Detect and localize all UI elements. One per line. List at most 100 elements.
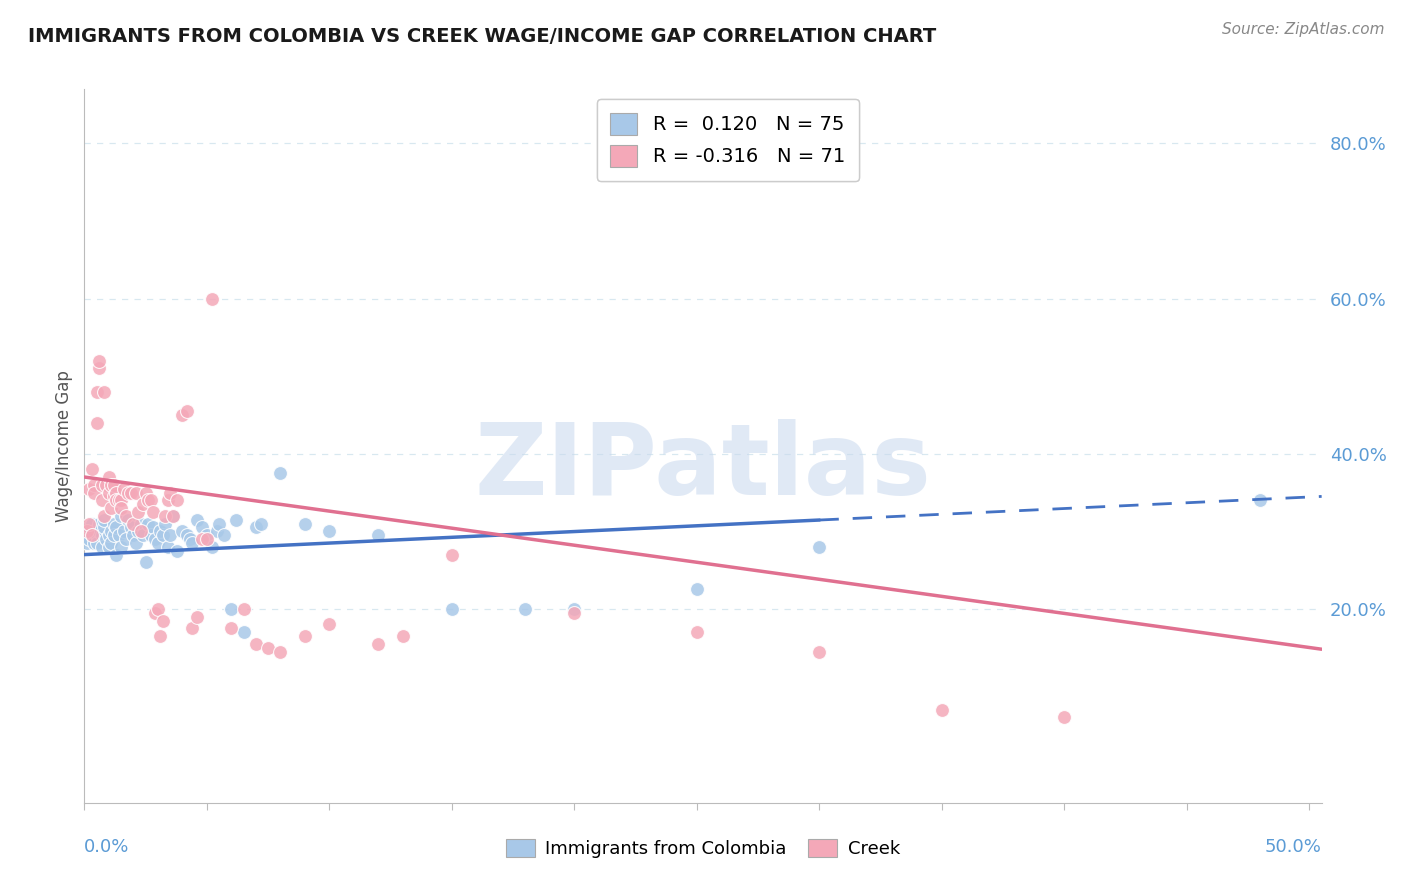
Point (90, 528, 112, 542)
Point (191, 520, 214, 534)
Point (77, 482, 100, 496)
Point (93, 508, 115, 523)
Point (87, 361, 110, 376)
Point (112, 482, 135, 496)
Point (96, 477, 118, 491)
Text: IMMIGRANTS FROM COLOMBIA VS CREEK WAGE/INCOME GAP CORRELATION CHART: IMMIGRANTS FROM COLOMBIA VS CREEK WAGE/I… (28, 27, 936, 45)
Point (195, 532, 218, 546)
Point (156, 540, 179, 554)
Point (269, 644, 291, 658)
Point (195, 528, 218, 542)
Point (145, 532, 167, 546)
Point (808, 540, 831, 554)
Point (392, 629, 415, 643)
Point (83, 536, 105, 550)
Point (97, 528, 120, 542)
Point (76, 536, 98, 550)
Point (117, 485, 139, 500)
Point (166, 493, 188, 508)
Point (83, 524, 105, 539)
Point (257, 640, 280, 655)
Point (139, 528, 162, 542)
Point (440, 602, 463, 616)
Point (100, 536, 122, 550)
Point (152, 614, 174, 628)
Point (176, 528, 198, 542)
Point (120, 520, 142, 534)
Point (162, 508, 184, 523)
Point (120, 485, 142, 500)
Text: Source: ZipAtlas.com: Source: ZipAtlas.com (1222, 22, 1385, 37)
Point (208, 516, 231, 531)
Point (86, 536, 108, 550)
Text: 0.0%: 0.0% (84, 838, 129, 856)
Point (135, 485, 157, 500)
Point (232, 625, 254, 640)
Point (105, 548, 128, 562)
Point (97, 540, 120, 554)
Point (86, 416, 108, 430)
Point (110, 501, 132, 516)
Point (129, 524, 152, 539)
Point (142, 505, 165, 519)
Point (100, 477, 122, 491)
Point (93, 384, 115, 399)
Point (181, 621, 204, 635)
Point (93, 513, 115, 527)
Point (176, 404, 198, 418)
Point (159, 485, 181, 500)
Point (225, 513, 247, 527)
Point (249, 516, 271, 531)
Point (107, 528, 129, 542)
Point (110, 540, 132, 554)
Point (205, 524, 228, 539)
Point (181, 536, 204, 550)
Point (77, 520, 100, 534)
Point (191, 532, 214, 546)
Point (117, 513, 139, 527)
Point (201, 540, 224, 554)
Point (440, 548, 463, 562)
Point (115, 508, 138, 523)
Point (162, 508, 184, 523)
Point (90, 493, 112, 508)
Point (105, 493, 128, 508)
Point (931, 703, 953, 717)
Text: ZIPatlas: ZIPatlas (475, 419, 931, 516)
Point (103, 516, 125, 531)
Point (166, 543, 188, 558)
Point (136, 516, 159, 531)
Point (125, 485, 148, 500)
Point (564, 606, 586, 620)
Point (96, 532, 118, 546)
Point (105, 485, 128, 500)
Point (127, 505, 149, 519)
Point (97, 485, 120, 500)
Point (1249, 493, 1271, 508)
Point (515, 602, 537, 616)
Point (112, 524, 135, 539)
Point (145, 606, 167, 620)
Point (269, 466, 291, 480)
Point (87, 353, 110, 368)
Point (97, 470, 120, 484)
Point (212, 528, 235, 542)
Point (100, 501, 122, 516)
Point (110, 493, 132, 508)
Text: 50.0%: 50.0% (1265, 838, 1322, 856)
Point (83, 485, 105, 500)
Point (245, 637, 267, 651)
Point (115, 532, 138, 546)
Y-axis label: Wage/Income Gap: Wage/Income Gap (55, 370, 73, 522)
Point (142, 520, 165, 534)
Point (221, 621, 243, 635)
Point (1053, 710, 1076, 724)
Point (80, 462, 103, 476)
Point (318, 524, 340, 539)
Point (93, 520, 115, 534)
Point (686, 625, 709, 640)
Point (152, 528, 174, 542)
Point (76, 524, 98, 539)
Point (318, 617, 340, 632)
Point (87, 516, 110, 531)
